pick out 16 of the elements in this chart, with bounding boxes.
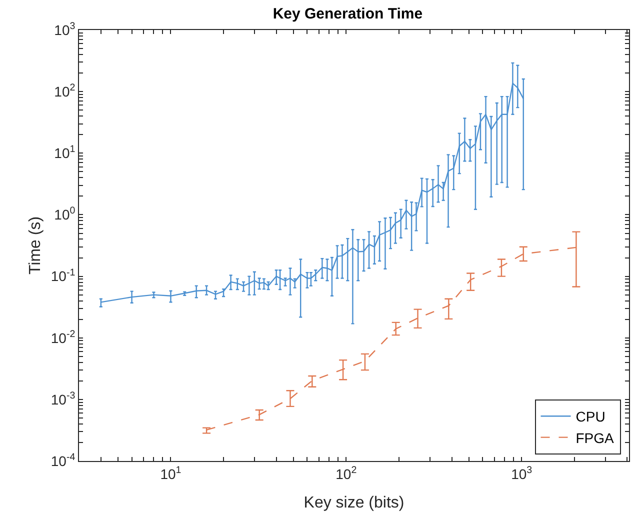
legend-label: CPU — [576, 408, 606, 425]
x-axis-title: Key size (bits) — [304, 494, 404, 512]
y-tick-label: 10$^{-1}$ — [50, 267, 76, 284]
x-tick-label: 10$^{1}$ — [160, 464, 182, 482]
legend-label: FPGA — [576, 430, 615, 446]
y-tick-label: 10$^{2}$ — [54, 82, 76, 100]
chart-title: Key Generation Time — [272, 5, 423, 22]
y-tick-label: 10$^{-4}$ — [50, 452, 76, 469]
y-tick-label: 10$^{-2}$ — [50, 328, 76, 346]
y-tick-label: 10$^{3}$ — [54, 21, 76, 38]
x-tick-label: 10$^{2}$ — [336, 464, 357, 482]
y-tick-label: 10$^{1}$ — [54, 144, 76, 162]
x-tick-label: 10$^{3}$ — [511, 464, 533, 482]
y-tick-label: 10$^{-3}$ — [50, 390, 76, 408]
y-axis-title: Time (s) — [26, 216, 44, 275]
y-tick-label: 10$^{0}$ — [54, 206, 76, 223]
